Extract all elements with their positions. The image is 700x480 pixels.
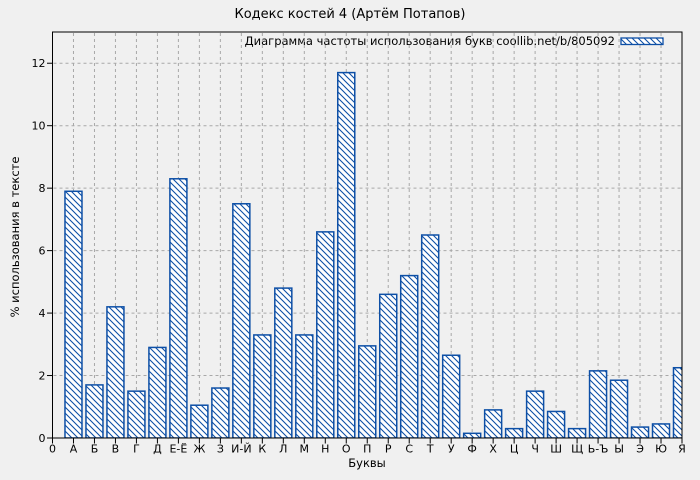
x-tick-label-Ж: Ж (193, 443, 205, 456)
x-axis-label: Буквы (348, 456, 386, 470)
bar-В (106, 306, 125, 438)
bar-Н (316, 231, 335, 438)
x-tick-label-Е-Ё: Е-Ё (169, 443, 187, 456)
x-tick-label-А: А (70, 443, 78, 456)
y-tick-label-10: 10 (32, 120, 46, 133)
y-tick-label-6: 6 (39, 245, 46, 258)
y-tick-label-0: 0 (39, 432, 46, 445)
bar-У (441, 354, 461, 438)
x-tick-label-0: 0 (49, 443, 56, 456)
bar-Я (672, 366, 682, 438)
x-tick-label-Л: Л (279, 443, 287, 456)
bar-С (399, 274, 419, 438)
x-tick-label-О: О (342, 443, 351, 456)
x-tick-label-Ц: Ц (510, 443, 519, 456)
bar-Ч (525, 390, 545, 438)
bar-Г (127, 390, 146, 438)
y-tick-label-2: 2 (39, 370, 46, 383)
x-tick-label-Ф: Ф (467, 443, 476, 456)
x-tick-label-У: У (448, 443, 455, 456)
x-tick-label-Н: Н (321, 443, 329, 456)
x-tick-label-Ч: Ч (531, 443, 539, 456)
bar-Ю (651, 423, 671, 438)
x-tick-label-Р: Р (385, 443, 392, 456)
legend-key-sample (620, 37, 664, 46)
bar-Р (378, 293, 398, 438)
bar-Щ (567, 427, 587, 438)
x-tick-label-Х: Х (489, 443, 497, 456)
y-tick-label-4: 4 (39, 307, 46, 320)
x-tick-label-Ю: Ю (655, 443, 667, 456)
bar-Л (274, 287, 293, 438)
x-tick-label-П: П (363, 443, 371, 456)
x-tick-label-Б: Б (91, 443, 99, 456)
bar-М (295, 334, 314, 438)
bar-Ш (546, 410, 566, 438)
bar-З (211, 387, 230, 438)
bars-group (64, 71, 682, 438)
bar-Ы (609, 379, 629, 438)
x-tick-label-З: З (217, 443, 224, 456)
chart-title: Кодекс костей 4 (Артём Потапов) (234, 7, 466, 22)
x-tick-label-С: С (405, 443, 413, 456)
y-tick-label-12: 12 (32, 57, 46, 70)
bar-О (337, 71, 356, 438)
bar-Т (420, 234, 440, 438)
bar-И-Й (232, 203, 251, 438)
x-tick-label-И-Й: И-Й (231, 443, 251, 456)
x-tick-label-Ь-Ъ: Ь-Ъ (588, 443, 609, 456)
bar-П (358, 345, 377, 438)
bar-А (64, 190, 83, 438)
x-tick-label-Я: Я (678, 443, 686, 456)
x-tick-label-Э: Э (636, 443, 644, 456)
x-tick-label-Щ: Щ (571, 443, 583, 456)
bar-Э (630, 426, 650, 438)
x-tick-label-Ш: Ш (550, 443, 562, 456)
bar-Ф (462, 432, 482, 438)
bar-К (253, 334, 272, 438)
bar-Д (148, 346, 167, 438)
bar-Е-Ё (169, 178, 188, 438)
y-tick-label-8: 8 (39, 182, 46, 195)
bar-Х (483, 409, 503, 438)
x-tick-label-М: М (300, 443, 310, 456)
x-tick-label-Т: Т (426, 443, 434, 456)
x-tick-label-Д: Д (153, 443, 162, 456)
x-tick-label-К: К (258, 443, 266, 456)
bar-Ь-Ъ (588, 370, 608, 438)
x-tick-label-Г: Г (133, 443, 140, 456)
x-tick-label-Ы: Ы (614, 443, 624, 456)
x-tick-label-В: В (112, 443, 120, 456)
bar-Ц (504, 427, 524, 438)
bar-Ж (190, 404, 209, 438)
bar-Б (85, 384, 104, 438)
